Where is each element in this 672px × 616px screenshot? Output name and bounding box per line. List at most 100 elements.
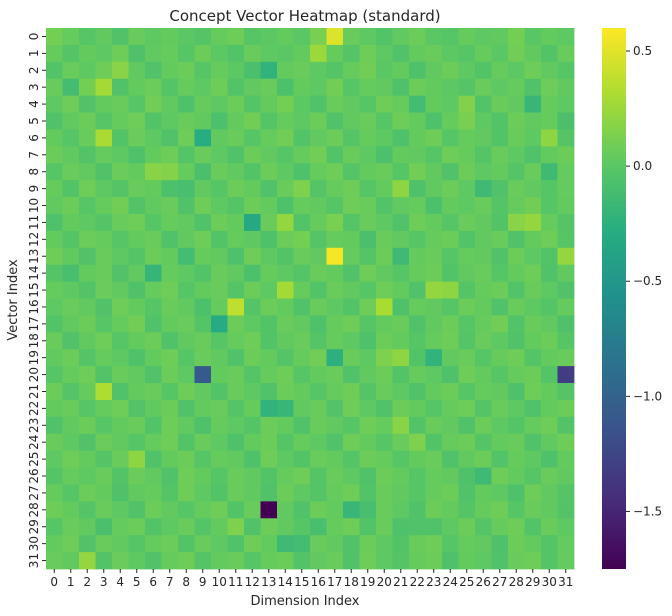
heatmap-cell bbox=[95, 399, 113, 418]
heatmap-cell bbox=[508, 298, 525, 316]
heatmap-cell bbox=[260, 349, 278, 367]
heatmap-cell bbox=[392, 61, 410, 80]
heatmap-cell bbox=[359, 112, 377, 130]
heatmap-cell bbox=[244, 467, 261, 485]
heatmap-cell bbox=[79, 484, 96, 502]
heatmap-cell bbox=[95, 146, 113, 164]
heatmap-cell bbox=[227, 315, 245, 333]
heatmap-cell bbox=[310, 467, 327, 485]
heatmap-cell bbox=[178, 399, 195, 418]
heatmap-cell bbox=[508, 281, 525, 299]
heatmap-cell bbox=[409, 129, 426, 147]
heatmap-cell bbox=[541, 433, 558, 452]
heatmap-cell bbox=[557, 484, 575, 502]
heatmap-cell bbox=[491, 535, 509, 553]
heatmap-cell bbox=[376, 197, 393, 215]
x-tick-label: 11 bbox=[228, 575, 243, 589]
heatmap-cell bbox=[425, 298, 443, 316]
heatmap-cell bbox=[128, 484, 146, 502]
heatmap-cell bbox=[227, 264, 245, 282]
heatmap-cell bbox=[277, 163, 294, 181]
heatmap-cell bbox=[491, 433, 509, 452]
heatmap-cell bbox=[277, 450, 294, 468]
heatmap-cell bbox=[442, 552, 459, 570]
heatmap-cell bbox=[227, 180, 245, 198]
heatmap-cell bbox=[310, 180, 327, 198]
heatmap-cell bbox=[541, 264, 558, 282]
heatmap-cell bbox=[244, 247, 261, 266]
heatmap-cell bbox=[376, 146, 393, 164]
heatmap-cell bbox=[161, 197, 179, 215]
heatmap-cell bbox=[491, 28, 509, 46]
heatmap-cell bbox=[508, 129, 525, 147]
heatmap-cell bbox=[376, 163, 393, 181]
heatmap-cell bbox=[62, 264, 80, 282]
heatmap-cell bbox=[260, 332, 278, 350]
heatmap-cell bbox=[491, 518, 509, 536]
heatmap-cell bbox=[392, 129, 410, 147]
heatmap-cell bbox=[194, 450, 212, 468]
heatmap-cell bbox=[541, 315, 558, 333]
heatmap-cell bbox=[458, 78, 476, 97]
heatmap-cell bbox=[491, 61, 509, 80]
heatmap-cell bbox=[508, 163, 525, 181]
heatmap-cell bbox=[425, 315, 443, 333]
heatmap-cell bbox=[541, 61, 558, 80]
heatmap-cell bbox=[541, 501, 558, 519]
heatmap-cell bbox=[541, 416, 558, 435]
x-tick-label: 4 bbox=[116, 575, 124, 589]
heatmap-cell bbox=[211, 247, 228, 266]
y-tick-label: 13 bbox=[27, 249, 41, 264]
heatmap-cell bbox=[376, 416, 393, 435]
heatmap-cell bbox=[227, 213, 245, 232]
heatmap-cell bbox=[409, 552, 426, 570]
heatmap-cell bbox=[343, 61, 360, 80]
heatmap-cell bbox=[145, 281, 162, 299]
heatmap-cell bbox=[95, 112, 113, 130]
heatmap-cell bbox=[112, 552, 129, 570]
heatmap-cell bbox=[310, 366, 327, 384]
heatmap-cell bbox=[79, 349, 96, 367]
heatmap-cell bbox=[326, 298, 344, 316]
heatmap-cell bbox=[425, 264, 443, 282]
heatmap-cell bbox=[557, 247, 575, 266]
heatmap-cell bbox=[95, 366, 113, 384]
y-tick-label: 11 bbox=[27, 215, 41, 230]
heatmap-cell bbox=[79, 78, 96, 97]
y-tick-label: 23 bbox=[27, 418, 41, 433]
x-tick-label: 17 bbox=[327, 575, 342, 589]
heatmap-cell bbox=[293, 44, 311, 63]
heatmap-cell bbox=[227, 366, 245, 384]
heatmap-cell bbox=[178, 197, 195, 215]
heatmap-cell bbox=[343, 349, 360, 367]
heatmap-cell bbox=[227, 501, 245, 519]
heatmap-cell bbox=[145, 146, 162, 164]
heatmap-cell bbox=[194, 399, 212, 418]
heatmap-cell bbox=[310, 552, 327, 570]
heatmap-cell bbox=[211, 552, 228, 570]
heatmap-cell bbox=[326, 264, 344, 282]
heatmap-cell bbox=[128, 552, 146, 570]
heatmap-cell bbox=[425, 552, 443, 570]
heatmap-cell bbox=[557, 78, 575, 97]
heatmap-cell bbox=[260, 44, 278, 63]
heatmap-cell bbox=[145, 467, 162, 485]
heatmap-cell bbox=[326, 501, 344, 519]
heatmap-cell bbox=[277, 332, 294, 350]
heatmap-cell bbox=[46, 399, 63, 418]
heatmap-cell bbox=[409, 28, 426, 46]
x-tick-label: 8 bbox=[182, 575, 190, 589]
heatmap-cell bbox=[46, 146, 63, 164]
heatmap-cell bbox=[244, 230, 261, 249]
heatmap-cell bbox=[161, 95, 179, 113]
heatmap-cell bbox=[277, 535, 294, 553]
heatmap-cell bbox=[62, 433, 80, 452]
heatmap-cell bbox=[128, 44, 146, 63]
heatmap-cell bbox=[359, 383, 377, 401]
heatmap-cell bbox=[359, 467, 377, 485]
heatmap-cell bbox=[326, 416, 344, 435]
heatmap-cell bbox=[277, 61, 294, 80]
heatmap-cell bbox=[178, 61, 195, 80]
heatmap-cell bbox=[343, 28, 360, 46]
heatmap-cell bbox=[442, 433, 459, 452]
